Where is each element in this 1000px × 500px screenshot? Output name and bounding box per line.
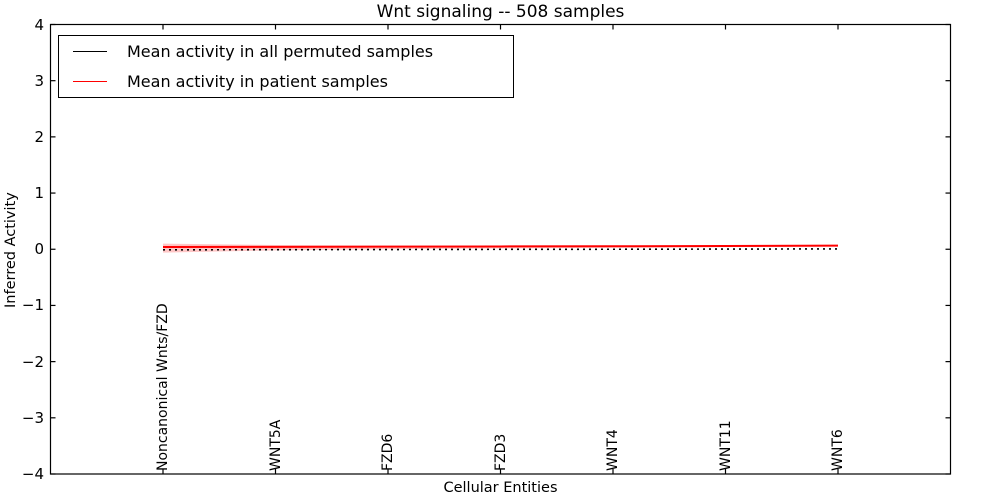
x-tick-label: WNT11 [717, 420, 734, 471]
y-tick-label: −3 [21, 408, 44, 427]
legend-line-sample-red [73, 80, 107, 82]
y-tick-label: 1 [34, 184, 44, 203]
x-tick-label: FZD3 [492, 433, 509, 471]
legend-line-sample-black [73, 51, 107, 53]
y-tick-label: −4 [21, 465, 44, 483]
y-tick-label: −1 [21, 296, 44, 315]
x-tick-label: WNT6 [830, 429, 846, 471]
y-tick-label: 0 [34, 240, 44, 259]
y-tick-label: 3 [34, 71, 44, 90]
y-tick-label: 4 [34, 15, 44, 34]
legend-label: Mean activity in patient samples [127, 71, 388, 91]
legend-entry-patient: Mean activity in patient samples [73, 67, 513, 95]
x-tick-label: Noncanonical Wnts/FZD [155, 303, 171, 471]
chart-title: Wnt signaling -- 508 samples [376, 2, 625, 22]
y-axis-title: Inferred Activity [3, 192, 19, 308]
series-line-permuted [162, 248, 839, 251]
x-axis-title: Cellular Entities [443, 480, 558, 496]
series-line-patient [162, 244, 839, 249]
x-tick-label: WNT5A [267, 419, 284, 471]
legend: Mean activity in all permuted samples Me… [58, 35, 514, 98]
x-tick-label: WNT4 [605, 429, 621, 471]
x-tick-label: FZD6 [380, 433, 396, 471]
legend-entry-permuted: Mean activity in all permuted samples [73, 38, 513, 66]
y-tick-label: 2 [34, 127, 44, 146]
legend-label: Mean activity in all permuted samples [127, 42, 434, 62]
y-tick-label: −2 [21, 352, 44, 371]
